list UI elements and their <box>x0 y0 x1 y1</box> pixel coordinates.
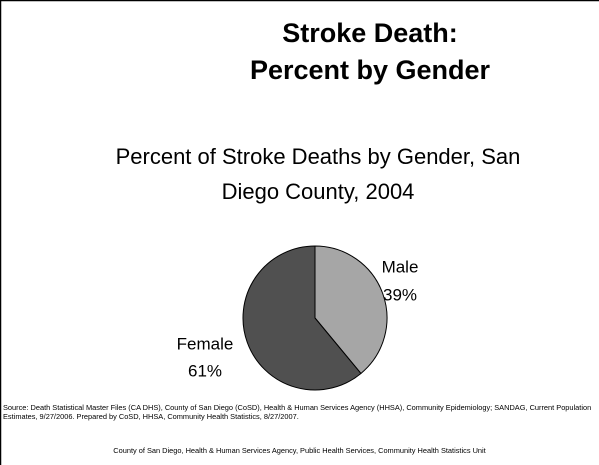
pie-slice <box>314 245 388 375</box>
footer: County of San Diego, Health & Human Serv… <box>113 446 486 455</box>
slice-value-label: 61% <box>188 361 222 380</box>
slide-title: Percent by Gender <box>250 55 491 85</box>
slide-title: Stroke Death: <box>282 18 458 48</box>
chart-title: Diego County, 2004 <box>222 179 415 204</box>
slice-label: Female <box>177 334 234 353</box>
slice-value-label: 39% <box>383 285 417 304</box>
slice-label: Male <box>382 257 419 276</box>
source-note: Source: Death Statistical Master Files (… <box>3 403 592 421</box>
pie-slice <box>242 245 362 391</box>
chart-title: Percent of Stroke Deaths by Gender, San <box>116 144 521 169</box>
